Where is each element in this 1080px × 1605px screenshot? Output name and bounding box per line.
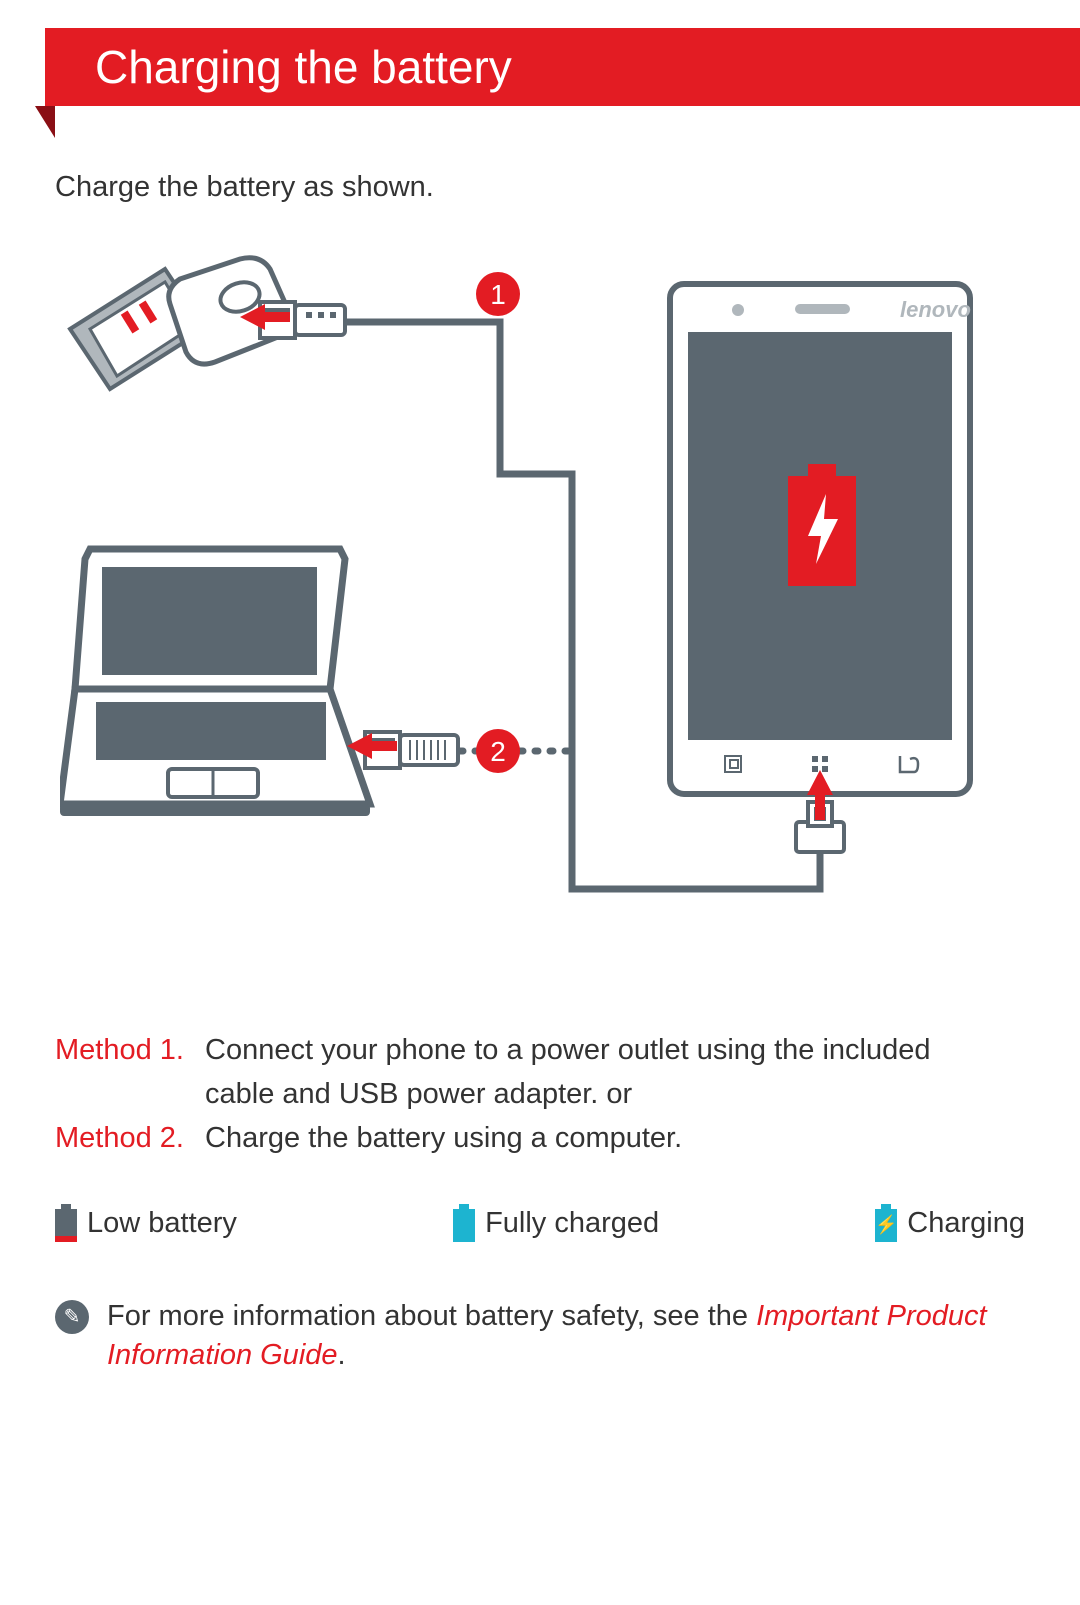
phone-icon: lenovo xyxy=(670,284,971,794)
svg-text:1: 1 xyxy=(490,279,506,310)
legend-low-label: Low battery xyxy=(87,1207,237,1240)
legend-fully-charged: Fully charged xyxy=(453,1204,659,1242)
marker-1-icon: 1 xyxy=(476,272,520,316)
pencil-icon: ✎ xyxy=(55,1300,89,1334)
intro-text: Charge the battery as shown. xyxy=(55,171,1025,204)
method-1-text-line1: Connect your phone to a power outlet usi… xyxy=(205,1029,931,1071)
page: Charging the battery Charge the battery … xyxy=(0,0,1080,1430)
method-1-text-line2: cable and USB power adapter. or xyxy=(205,1073,632,1115)
method-2-text: Charge the battery using a computer. xyxy=(205,1117,682,1159)
method-2-label: Method 2. xyxy=(55,1117,205,1159)
laptop-icon xyxy=(60,549,370,816)
charging-battery-icon xyxy=(875,1204,897,1242)
header-banner: Charging the battery xyxy=(45,28,1080,106)
legend-charging-label: Charging xyxy=(907,1207,1025,1240)
method-1-indent xyxy=(55,1073,205,1115)
header-title: Charging the battery xyxy=(95,41,512,93)
legend: Low battery Fully charged Charging xyxy=(55,1204,1025,1242)
phone-brand-text: lenovo xyxy=(900,297,971,322)
legend-full-label: Fully charged xyxy=(485,1207,659,1240)
methods-block: Method 1. Connect your phone to a power … xyxy=(55,1029,1025,1159)
low-battery-icon xyxy=(55,1204,77,1242)
full-battery-icon xyxy=(453,1204,475,1242)
legend-charging: Charging xyxy=(875,1204,1025,1242)
legend-low-battery: Low battery xyxy=(55,1204,237,1242)
cable-laptop-path xyxy=(460,474,572,751)
safety-note: ✎ For more information about battery saf… xyxy=(55,1297,1025,1375)
method-1-label: Method 1. xyxy=(55,1029,205,1071)
note-text: For more information about battery safet… xyxy=(107,1297,1025,1375)
banner-tab-decoration xyxy=(35,106,55,138)
charging-diagram: lenovo xyxy=(60,254,1020,954)
marker-2-icon: 2 xyxy=(476,729,520,773)
svg-text:2: 2 xyxy=(490,736,506,767)
